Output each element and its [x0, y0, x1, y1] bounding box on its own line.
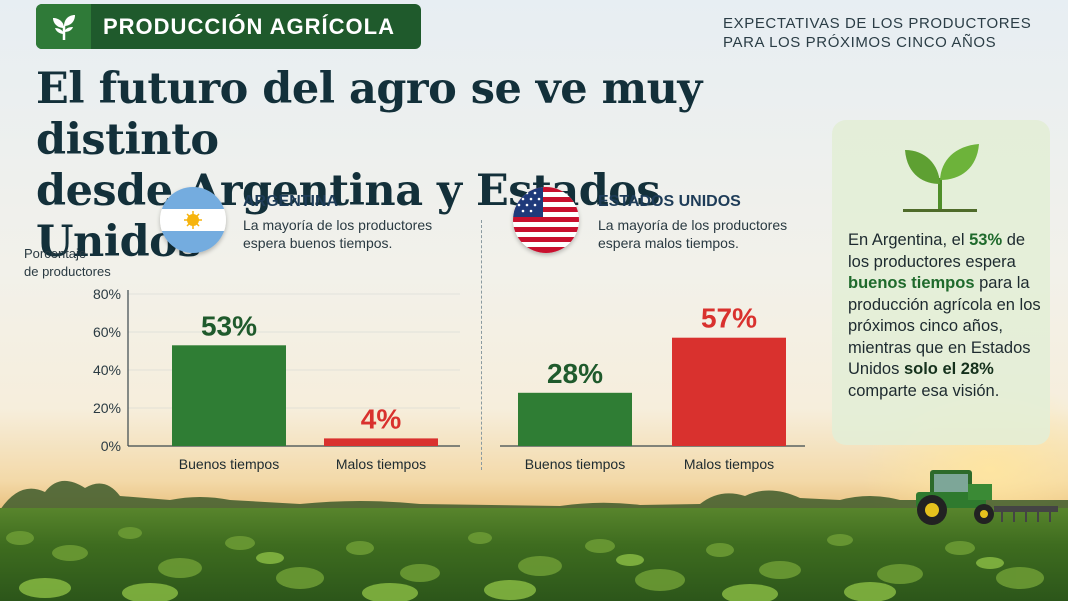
- argentina-flag-icon: [160, 187, 226, 253]
- argentina-title: ARGENTINA: [243, 193, 339, 210]
- crop-field: [0, 508, 1068, 601]
- y-axis-label: Porcentaje de productores: [24, 245, 111, 281]
- summary-text: En Argentina, el 53% de los productores …: [848, 230, 1043, 402]
- page-title-line-1: El futuro del agro se ve muy distinto: [36, 64, 702, 165]
- y-tick-label: 80%: [93, 286, 121, 302]
- section-badge: PRODUCCIÓN AGRÍCOLA: [36, 4, 421, 49]
- sprout-icon: [36, 4, 91, 49]
- x-category-label: Buenos tiempos: [179, 456, 279, 472]
- summary-text-part-2: de los productores espera: [848, 231, 1026, 271]
- data-label: 28%: [547, 358, 603, 389]
- x-category-label: Buenos tiempos: [525, 456, 625, 472]
- data-label: 53%: [201, 310, 257, 341]
- treeline: [0, 480, 1068, 516]
- usa-description: La mayoría de los productores espera mal…: [598, 216, 828, 252]
- y-tick-label: 0%: [101, 438, 121, 454]
- argentina-description: La mayoría de los productores espera bue…: [243, 216, 473, 252]
- bar-argentina-buenos: [172, 345, 286, 446]
- bar-chart: 0% 20% 40% 60% 80% 53% Buenos tiempos 4% Malos t…: [93, 286, 805, 472]
- kicker-line-1: EXPECTATIVAS DE LOS PRODUCTORES: [723, 15, 1032, 32]
- x-category-label: Malos tiempos: [336, 456, 426, 472]
- usa-flag-icon: [513, 187, 579, 253]
- y-axis-label-line-2: de productores: [24, 264, 111, 279]
- x-category-label: Malos tiempos: [684, 456, 774, 472]
- summary-highlight-53: 53%: [969, 231, 1003, 249]
- bar-usa-buenos: [518, 392, 632, 446]
- y-tick-label: 20%: [93, 400, 121, 416]
- summary-highlight-28: solo el 28%: [903, 360, 994, 378]
- argentina-description-line-2: espera buenos tiempos.: [243, 235, 393, 251]
- country-divider: [481, 220, 482, 470]
- argentina-description-line-1: La mayoría de los productores: [243, 217, 433, 233]
- usa-description-line-1: La mayoría de los productores: [598, 217, 788, 233]
- kicker-line-2: PARA LOS PRÓXIMOS CINCO AÑOS: [723, 34, 997, 51]
- section-badge-label: PRODUCCIÓN AGRÍCOLA: [103, 13, 395, 39]
- summary-highlight-buenos-tiempos: buenos tiempos: [848, 274, 975, 292]
- bar-argentina-malos: [324, 438, 438, 446]
- kicker: EXPECTATIVAS DE LOS PRODUCTORES PARA LOS…: [723, 14, 1043, 52]
- seedling-icon: [903, 144, 979, 212]
- tractor-illustration: [916, 470, 1058, 525]
- usa-description-line-2: espera malos tiempos.: [598, 235, 739, 251]
- bar-usa-malos: [672, 337, 786, 446]
- y-tick-label: 40%: [93, 362, 121, 378]
- summary-text-part-4: comparte esa visión.: [848, 381, 1000, 400]
- y-tick-label: 60%: [93, 324, 121, 340]
- summary-text-part-1: En Argentina, el: [848, 231, 970, 249]
- usa-title: ESTADOS UNIDOS: [598, 193, 741, 210]
- summary-text-part-3: para la producción agrícola en los próxi…: [848, 274, 1041, 378]
- data-label: 4%: [361, 403, 402, 434]
- y-axis-label-line-1: Porcentaje: [24, 246, 87, 261]
- page-title: El futuro del agro se ve muy distinto de…: [36, 64, 836, 268]
- data-label: 57%: [701, 303, 757, 334]
